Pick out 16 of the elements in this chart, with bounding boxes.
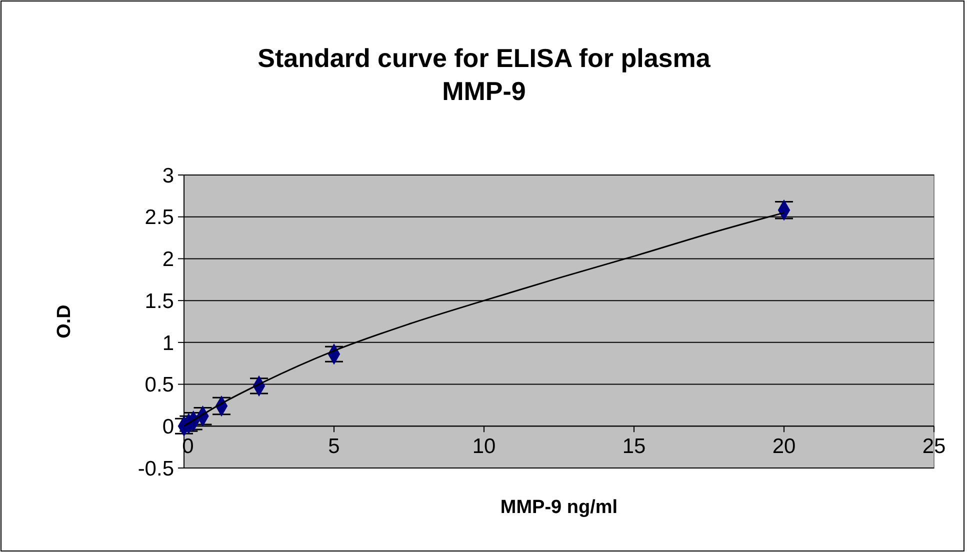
y-axis-title: O.D bbox=[54, 304, 75, 338]
y-tick-label: 1 bbox=[162, 332, 174, 355]
y-tick-label: 0 bbox=[162, 415, 174, 438]
x-tick-label: 10 bbox=[472, 435, 496, 458]
y-tick-label: 3 bbox=[162, 164, 174, 188]
x-tick-label: 20 bbox=[772, 435, 796, 458]
x-tick-label: 5 bbox=[328, 435, 340, 458]
x-tick-label: 15 bbox=[622, 435, 646, 458]
y-tick-label: -0.5 bbox=[138, 457, 174, 480]
y-tick-label: 0.5 bbox=[144, 374, 174, 397]
y-tick-label: 2 bbox=[162, 248, 174, 272]
x-tick-label: 25 bbox=[922, 435, 946, 458]
y-tick-label: 2.5 bbox=[144, 206, 174, 230]
x-axis-title: MMP-9 ng/ml bbox=[500, 497, 618, 518]
chart-title: Standard curve for ELISA for plasma MMP-9 bbox=[258, 43, 711, 106]
y-tick-label: 1.5 bbox=[144, 290, 174, 313]
